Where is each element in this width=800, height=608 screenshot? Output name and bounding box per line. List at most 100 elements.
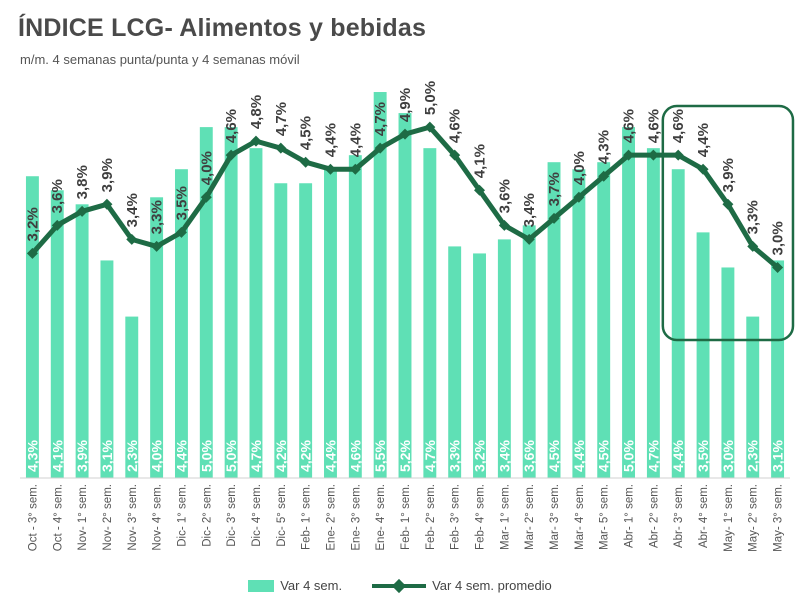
average-marker <box>51 219 63 231</box>
chart-subtitle: m/m. 4 semanas punta/punta y 4 semanas m… <box>20 52 300 67</box>
bar <box>448 246 462 478</box>
average-marker <box>225 149 237 161</box>
bar-value-label: 4,5% <box>596 440 612 472</box>
average-marker <box>647 149 659 161</box>
bar-value-label: 3,5% <box>695 440 711 472</box>
average-marker <box>324 163 336 175</box>
average-marker <box>300 156 312 168</box>
x-tick-label: Feb- 1° sem. <box>400 484 412 550</box>
bar-value-label: 5,0% <box>621 440 637 472</box>
line-value-label: 4,1% <box>472 144 489 178</box>
x-tick-label: May- 1° sem. <box>723 484 735 552</box>
x-tick-label: Feb- 2° sem. <box>425 484 437 550</box>
average-marker <box>275 142 287 154</box>
line-value-label: 4,6% <box>645 109 662 143</box>
average-marker <box>126 233 138 245</box>
line-value-label: 4,0% <box>571 151 588 185</box>
line-value-label: 5,0% <box>422 81 439 115</box>
average-marker <box>474 184 486 196</box>
x-tick-label: Nov- 1° sem. <box>77 484 89 551</box>
bar-value-label: 5,0% <box>198 440 214 472</box>
x-tick-label: Mar- 5° sem. <box>599 484 611 550</box>
x-tick-label: Oct - 3° sem. <box>27 484 39 551</box>
average-marker <box>573 191 585 203</box>
x-tick-label: Ene- 4° sem. <box>375 484 387 551</box>
bar-value-label: 3,6% <box>521 440 537 472</box>
line-value-label: 3,4% <box>521 193 538 227</box>
bar <box>522 225 536 478</box>
line-value-label: 3,4% <box>124 193 141 227</box>
average-marker <box>250 135 262 147</box>
bar-value-label: 3,0% <box>720 440 736 472</box>
average-marker <box>399 128 411 140</box>
line-value-label: 3,6% <box>49 179 66 213</box>
bar-value-label: 4,3% <box>24 440 40 472</box>
x-tick-label: May- 2° sem. <box>748 484 760 552</box>
bar-value-label: 4,7% <box>422 440 438 472</box>
average-marker <box>598 170 610 182</box>
line-value-label: 3,3% <box>745 200 762 234</box>
bar <box>274 183 288 478</box>
legend-swatch-line <box>372 578 427 593</box>
line-value-label: 4,4% <box>347 123 364 157</box>
average-marker <box>548 212 560 224</box>
bar <box>75 204 89 478</box>
bar <box>497 239 511 478</box>
bar-value-label: 4,0% <box>149 440 165 472</box>
average-marker <box>374 142 386 154</box>
bar-value-label: 4,1% <box>49 440 65 472</box>
bar <box>299 183 313 478</box>
average-marker <box>772 261 784 273</box>
x-tick-label: Dic- 2° sem. <box>201 484 213 547</box>
x-tick-label: Abr- 3° sem. <box>673 484 685 548</box>
bar <box>473 253 486 478</box>
bar-value-label: 4,2% <box>273 440 289 472</box>
bar <box>398 113 412 479</box>
legend-item-bars: Var 4 sem. <box>248 578 342 593</box>
line-value-label: 3,9% <box>99 158 116 192</box>
x-tick-label: Feb- 3° sem. <box>450 484 462 550</box>
line-value-label: 4,6% <box>670 109 687 143</box>
legend-item-line: Var 4 sem. promedio <box>372 578 552 593</box>
bar <box>622 127 636 478</box>
bar <box>771 260 785 478</box>
bar <box>597 162 611 479</box>
bar <box>572 169 586 478</box>
bar <box>671 169 685 478</box>
line-value-label: 3,6% <box>496 179 513 213</box>
x-tick-label: Dic- 3° sem. <box>226 484 238 547</box>
bar-value-label: 4,5% <box>546 440 562 472</box>
bar <box>696 232 710 478</box>
average-marker <box>498 219 510 231</box>
x-tick-label: Mar- 2° sem. <box>524 484 536 550</box>
bar-value-label: 4,6% <box>347 440 363 472</box>
line-value-label: 4,6% <box>223 109 240 143</box>
line-value-label: 4,9% <box>397 88 414 122</box>
x-tick-label: Ene- 2° sem. <box>325 484 337 551</box>
highlight-box <box>661 104 795 342</box>
line-value-label: 4,4% <box>322 123 339 157</box>
x-tick-label: Dic- 4° sem. <box>251 484 263 547</box>
bar <box>50 190 64 478</box>
x-tick-label: Dic- 1° sem. <box>176 484 188 547</box>
average-marker <box>449 149 461 161</box>
x-tick-label: Nov- 3° sem. <box>127 484 139 551</box>
line-value-label: 3,5% <box>173 186 190 220</box>
line-value-label: 4,6% <box>447 109 464 143</box>
line-value-label: 4,8% <box>248 95 265 129</box>
bar-value-label: 3,2% <box>472 440 488 472</box>
bar-value-label: 3,9% <box>74 440 90 472</box>
x-tick-label: May- 3° sem. <box>773 484 785 552</box>
line-value-label: 3,7% <box>546 172 563 206</box>
x-tick-label: Mar- 3° sem. <box>549 484 561 550</box>
line-value-label: 4,0% <box>198 151 215 185</box>
average-marker <box>175 226 187 238</box>
x-tick-label: Oct - 4° sem. <box>52 484 64 551</box>
bar-value-label: 4,7% <box>248 440 264 472</box>
line-value-label: 3,0% <box>770 221 787 255</box>
line-value-label: 4,6% <box>621 109 638 143</box>
line-value-label: 4,7% <box>372 102 389 136</box>
x-tick-label: Mar- 4° sem. <box>574 484 586 550</box>
bar-value-label: 3,3% <box>447 440 463 472</box>
average-marker <box>722 198 734 210</box>
